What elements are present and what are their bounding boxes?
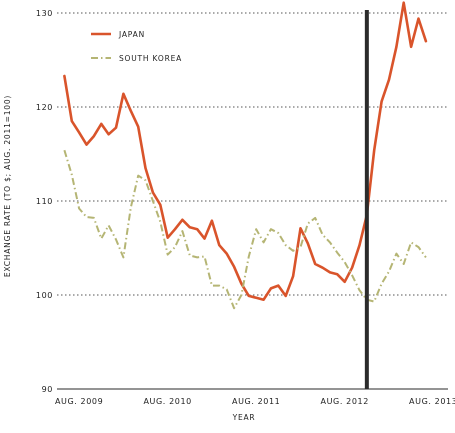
y-tick-label: 130 <box>36 9 53 18</box>
x-tick-label: AUG. 2011 <box>232 397 280 406</box>
x-axis-title: YEAR <box>232 413 256 422</box>
y-axis-title: EXCHANGE RATE (TO $; AUG. 2011=100) <box>3 95 12 277</box>
legend-label-japan: JAPAN <box>118 30 145 39</box>
legend-label-south-korea: SOUTH KOREA <box>119 54 182 63</box>
y-tick-label: 100 <box>36 291 53 300</box>
series-line-south-korea <box>63 149 427 310</box>
y-tick-label: 110 <box>36 197 53 206</box>
series-line-japan <box>63 1 428 301</box>
legend: JAPAN SOUTH KOREA <box>91 30 182 63</box>
y-tick-labels: 90 100 110 120 130 <box>36 9 53 394</box>
y-tick-label: 120 <box>36 103 53 112</box>
x-tick-label: AUG. 2009 <box>55 397 103 406</box>
x-tick-label: AUG. 2010 <box>143 397 191 406</box>
y-tick-label: 90 <box>42 385 53 394</box>
x-tick-labels: AUG. 2009 AUG. 2010 AUG. 2011 AUG. 2012 AUG.… <box>55 397 455 406</box>
x-tick-label: AUG. 2012 <box>321 397 369 406</box>
x-tick-label: AUG. 2013 <box>409 397 455 406</box>
gridlines <box>57 12 448 390</box>
series-lines <box>63 1 428 310</box>
